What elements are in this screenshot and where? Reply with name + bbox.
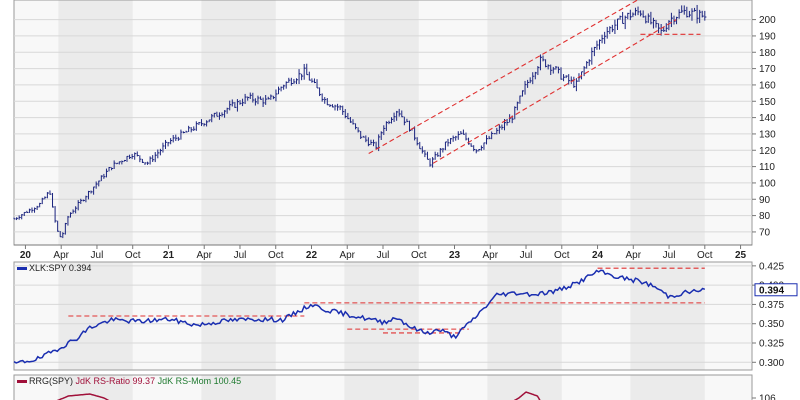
rrg-y-tick-label: 106 <box>759 394 776 400</box>
x-axis-tick-label: Oct <box>697 250 713 261</box>
shaded-band <box>487 375 562 400</box>
x-axis-tick-label: Apr <box>626 250 642 261</box>
x-axis-tick-label: Oct <box>554 250 570 261</box>
rrg-legend: RRG(SPY) JdK RS-Ratio 99.37 JdK RS-Mom 1… <box>17 376 241 386</box>
price-y-tick-label: 90 <box>759 195 771 206</box>
ratio-y-tick-label: 0.325 <box>759 339 784 350</box>
price-y-tick-label: 100 <box>759 178 776 189</box>
price-shaded-bands <box>13 0 753 246</box>
rrg-series-group <box>56 391 541 400</box>
rrg-legend-label: RRG(SPY) JdK RS-Ratio 99.37 JdK RS-Mom 1… <box>29 376 241 386</box>
shaded-band <box>630 0 705 245</box>
x-axis-tick-label: Jul <box>520 250 533 261</box>
x-axis-tick-label: Jul <box>377 250 390 261</box>
ratio-legend-name: XLK:SPY <box>29 263 67 273</box>
price-y-tick-label: 170 <box>759 64 776 75</box>
x-axis-tick-label: Oct <box>411 250 427 261</box>
price-y-tick-label: 130 <box>759 129 776 140</box>
price-y-axis: 70 80 90 100 110 120 130 140 150 160 170 180 190 200 <box>752 15 776 238</box>
shaded-band <box>201 0 276 245</box>
shaded-band <box>487 262 562 370</box>
price-y-tick-label: 120 <box>759 146 776 157</box>
x-axis-tick-label: 23 <box>449 250 461 261</box>
x-axis-tick-label: Apr <box>339 250 355 261</box>
ratio-legend: XLK:SPY 0.394 <box>17 263 91 273</box>
shaded-band <box>344 262 419 370</box>
x-axis-tick-label: 25 <box>735 250 747 261</box>
x-axis-tick-label: Apr <box>196 250 212 261</box>
ratio-last-value-box <box>754 283 798 297</box>
shaded-band <box>201 375 276 400</box>
rrg-rs-ratio-line <box>56 393 110 400</box>
shaded-band <box>487 0 562 245</box>
x-axis-tick-label: Apr <box>53 250 69 261</box>
shaded-band <box>630 375 705 400</box>
ratio-series-group <box>13 269 706 364</box>
rrg-legend-prefix: RRG(SPY) <box>29 376 73 386</box>
ratio-y-tick-label: 0.425 <box>759 261 784 272</box>
x-axis-tick-label: 21 <box>163 250 175 261</box>
ratio-legend-label: XLK:SPY 0.394 <box>29 263 91 273</box>
x-axis-tick-label: Oct <box>125 250 141 261</box>
rrg-legend-swatch <box>17 380 27 383</box>
x-axis-tick-label: Apr <box>482 250 498 261</box>
price-y-tick-label: 190 <box>759 31 776 42</box>
x-axis-tick-label: 20 <box>20 250 32 261</box>
price-bar-series <box>13 4 707 239</box>
ratio-y-tick-label: 0.300 <box>759 358 784 369</box>
rrg-legend-momentum: JdK RS-Mom 100.45 <box>158 376 242 386</box>
x-axis-tick-label: Jul <box>234 250 247 261</box>
price-y-tick-label: 200 <box>759 15 776 26</box>
x-axis-tick-label: 22 <box>306 250 318 261</box>
price-trendline <box>432 19 677 164</box>
price-y-tick-label: 110 <box>759 162 775 173</box>
price-gridlines <box>14 19 752 233</box>
rrg-y-axis: 106 <box>752 394 776 400</box>
x-axis-tick-label: Jul <box>663 250 676 261</box>
shaded-band <box>344 0 419 245</box>
ratio-legend-swatch <box>17 267 27 270</box>
ratio-legend-value: 0.394 <box>69 263 92 273</box>
x-axis-tick-label: 24 <box>592 250 604 261</box>
date-x-axis: 20 Apr Jul Oct 21 Apr Jul Oct 22 Apr Jul Oct 23 Apr Ju… <box>14 244 752 261</box>
shaded-band <box>630 262 705 370</box>
rrg-panel: 106 RRG(SPY) JdK RS-Ratio 99.37 JdK RS-M… <box>13 374 776 400</box>
shaded-band <box>58 0 133 245</box>
price-trendline <box>368 0 638 155</box>
price-channel-lines <box>368 0 701 164</box>
x-axis-tick-label: Oct <box>268 250 284 261</box>
price-y-tick-label: 150 <box>759 97 776 108</box>
ratio-y-tick-label: 0.350 <box>759 319 784 330</box>
x-axis-tick-label: Jul <box>91 250 104 261</box>
price-panel: 708090100110120130140150160170180190200 … <box>13 0 776 261</box>
price-y-tick-label: 80 <box>759 211 771 222</box>
ratio-series-line <box>13 269 706 364</box>
rrg-legend-ratio: JdK RS-Ratio 99.37 <box>76 376 156 386</box>
ratio-last-value-label: 0.394 <box>759 285 784 296</box>
ratio-y-tick-label: 0.375 <box>759 300 784 311</box>
price-y-tick-label: 70 <box>759 227 771 238</box>
price-y-tick-label: 160 <box>759 80 776 91</box>
rrg-rs-ratio-line <box>513 391 541 400</box>
shaded-band <box>344 375 419 400</box>
price-y-tick-label: 140 <box>759 113 776 124</box>
price-y-tick-label: 180 <box>759 48 776 59</box>
